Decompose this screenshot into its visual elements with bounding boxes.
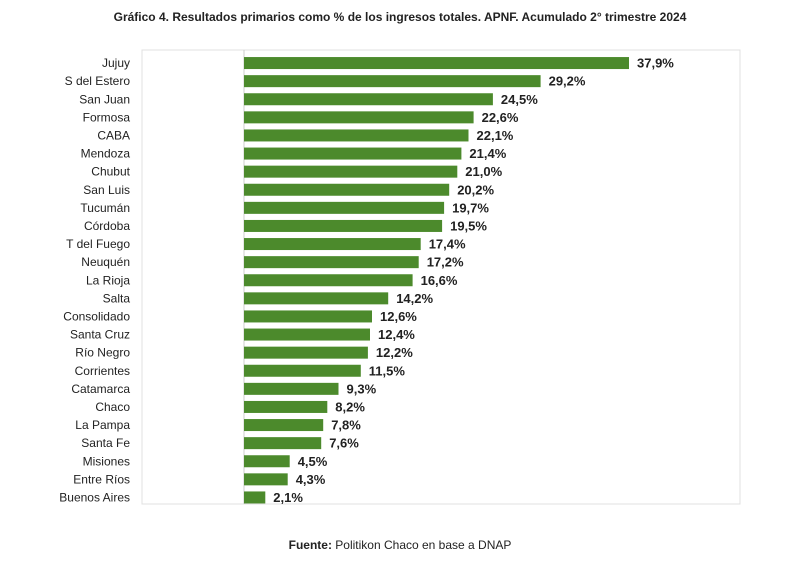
bar: [244, 419, 324, 432]
data-label: 20,2%: [457, 182, 494, 197]
data-label: 21,0%: [465, 164, 502, 179]
data-label: 12,4%: [378, 327, 415, 342]
category-label: CABA: [97, 128, 130, 142]
category-label: La Pampa: [75, 418, 130, 432]
category-label: Río Negro: [75, 346, 130, 360]
category-label: Neuquén: [81, 255, 130, 269]
category-label: Formosa: [83, 110, 131, 124]
data-label: 24,5%: [501, 92, 538, 107]
source-text: Politikon Chaco en base a DNAP: [331, 538, 512, 552]
bar: [244, 165, 458, 178]
bar: [244, 473, 288, 486]
category-label: Jujuy: [102, 56, 130, 70]
bar: [244, 219, 443, 232]
data-label: 17,2%: [427, 255, 464, 270]
bar: [244, 183, 450, 196]
source-label: Fuente:: [288, 538, 332, 552]
bar: [244, 310, 372, 323]
source-note: Fuente: Politikon Chaco en base a DNAP: [0, 538, 800, 552]
data-label: 4,3%: [296, 472, 326, 487]
category-label: Consolidado: [63, 309, 130, 323]
category-label: Corrientes: [75, 364, 130, 378]
category-label: S del Estero: [65, 74, 131, 88]
bar: [244, 437, 322, 450]
data-label: 12,2%: [376, 345, 413, 360]
data-label: 12,6%: [380, 309, 417, 324]
chart-title: Gráfico 4. Resultados primarios como % d…: [113, 10, 687, 24]
data-label: 8,2%: [335, 399, 365, 414]
bar: [244, 111, 474, 124]
data-label: 11,5%: [369, 363, 406, 378]
bar: [244, 364, 361, 377]
data-label: 17,4%: [429, 237, 466, 252]
bar: [244, 455, 290, 468]
category-label: La Rioja: [86, 273, 130, 287]
category-label: Córdoba: [84, 219, 130, 233]
category-label: Santa Fe: [81, 436, 130, 450]
data-label: 14,2%: [396, 291, 433, 306]
bar: [244, 292, 389, 305]
bar: [244, 274, 413, 287]
bar: [244, 147, 462, 160]
bar: [244, 400, 328, 413]
data-label: 19,7%: [452, 200, 489, 215]
bars-group: Jujuy 37,9% S del Estero 29,2% San Juan 24,5%…: [59, 56, 674, 505]
bar: [244, 201, 445, 214]
category-label: Salta: [103, 291, 131, 305]
bar: [244, 129, 469, 142]
data-label: 4,5%: [298, 454, 328, 469]
bar: [244, 328, 370, 341]
category-label: Catamarca: [71, 382, 130, 396]
bar: [244, 256, 419, 269]
category-label: San Luis: [83, 183, 130, 197]
bar: [244, 382, 339, 395]
plot-area: [141, 49, 741, 505]
category-label: T del Fuego: [66, 237, 130, 251]
data-label: 2,1%: [273, 490, 303, 505]
data-label: 7,8%: [331, 418, 361, 433]
data-label: 19,5%: [450, 218, 487, 233]
category-label: Misiones: [83, 454, 130, 468]
category-label: Chubut: [91, 165, 130, 179]
bar: [244, 93, 493, 106]
bar: [244, 75, 541, 88]
category-label: Chaco: [95, 400, 130, 414]
bar: [244, 491, 266, 504]
data-label: 16,6%: [421, 273, 458, 288]
bar: [244, 346, 368, 359]
data-label: 22,1%: [477, 128, 514, 143]
category-label: Buenos Aires: [59, 490, 130, 504]
category-label: Mendoza: [81, 147, 131, 161]
category-label: San Juan: [79, 92, 130, 106]
data-label: 21,4%: [469, 146, 506, 161]
data-label: 22,6%: [482, 110, 519, 125]
data-label: 37,9%: [637, 56, 674, 71]
category-label: Entre Ríos: [73, 472, 130, 486]
bar: [244, 238, 421, 251]
category-label: Santa Cruz: [70, 328, 130, 342]
category-label: Tucumán: [80, 201, 130, 215]
data-label: 9,3%: [347, 381, 377, 396]
data-label: 29,2%: [549, 74, 586, 89]
data-label: 7,6%: [329, 436, 359, 451]
bar: [244, 57, 629, 70]
